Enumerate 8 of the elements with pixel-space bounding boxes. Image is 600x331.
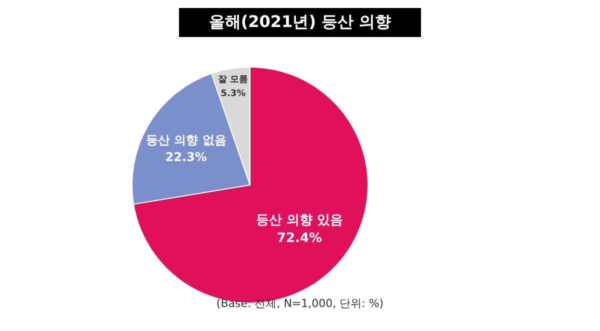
data-label: 72.4% [276,230,322,246]
slice-label: 등산 의향 없음 [146,132,226,147]
data-label: 5.3% [220,88,246,99]
data-label: 22.3% [165,150,207,164]
slice-label: 등산 의향 있음 [256,212,344,228]
chart-title: 올해(2021년) 등산 의향 [178,8,422,37]
slice-label: 잘 모름 [218,74,248,85]
text: (Base: 전체, N=1,000, 단위: %) [215,296,385,311]
